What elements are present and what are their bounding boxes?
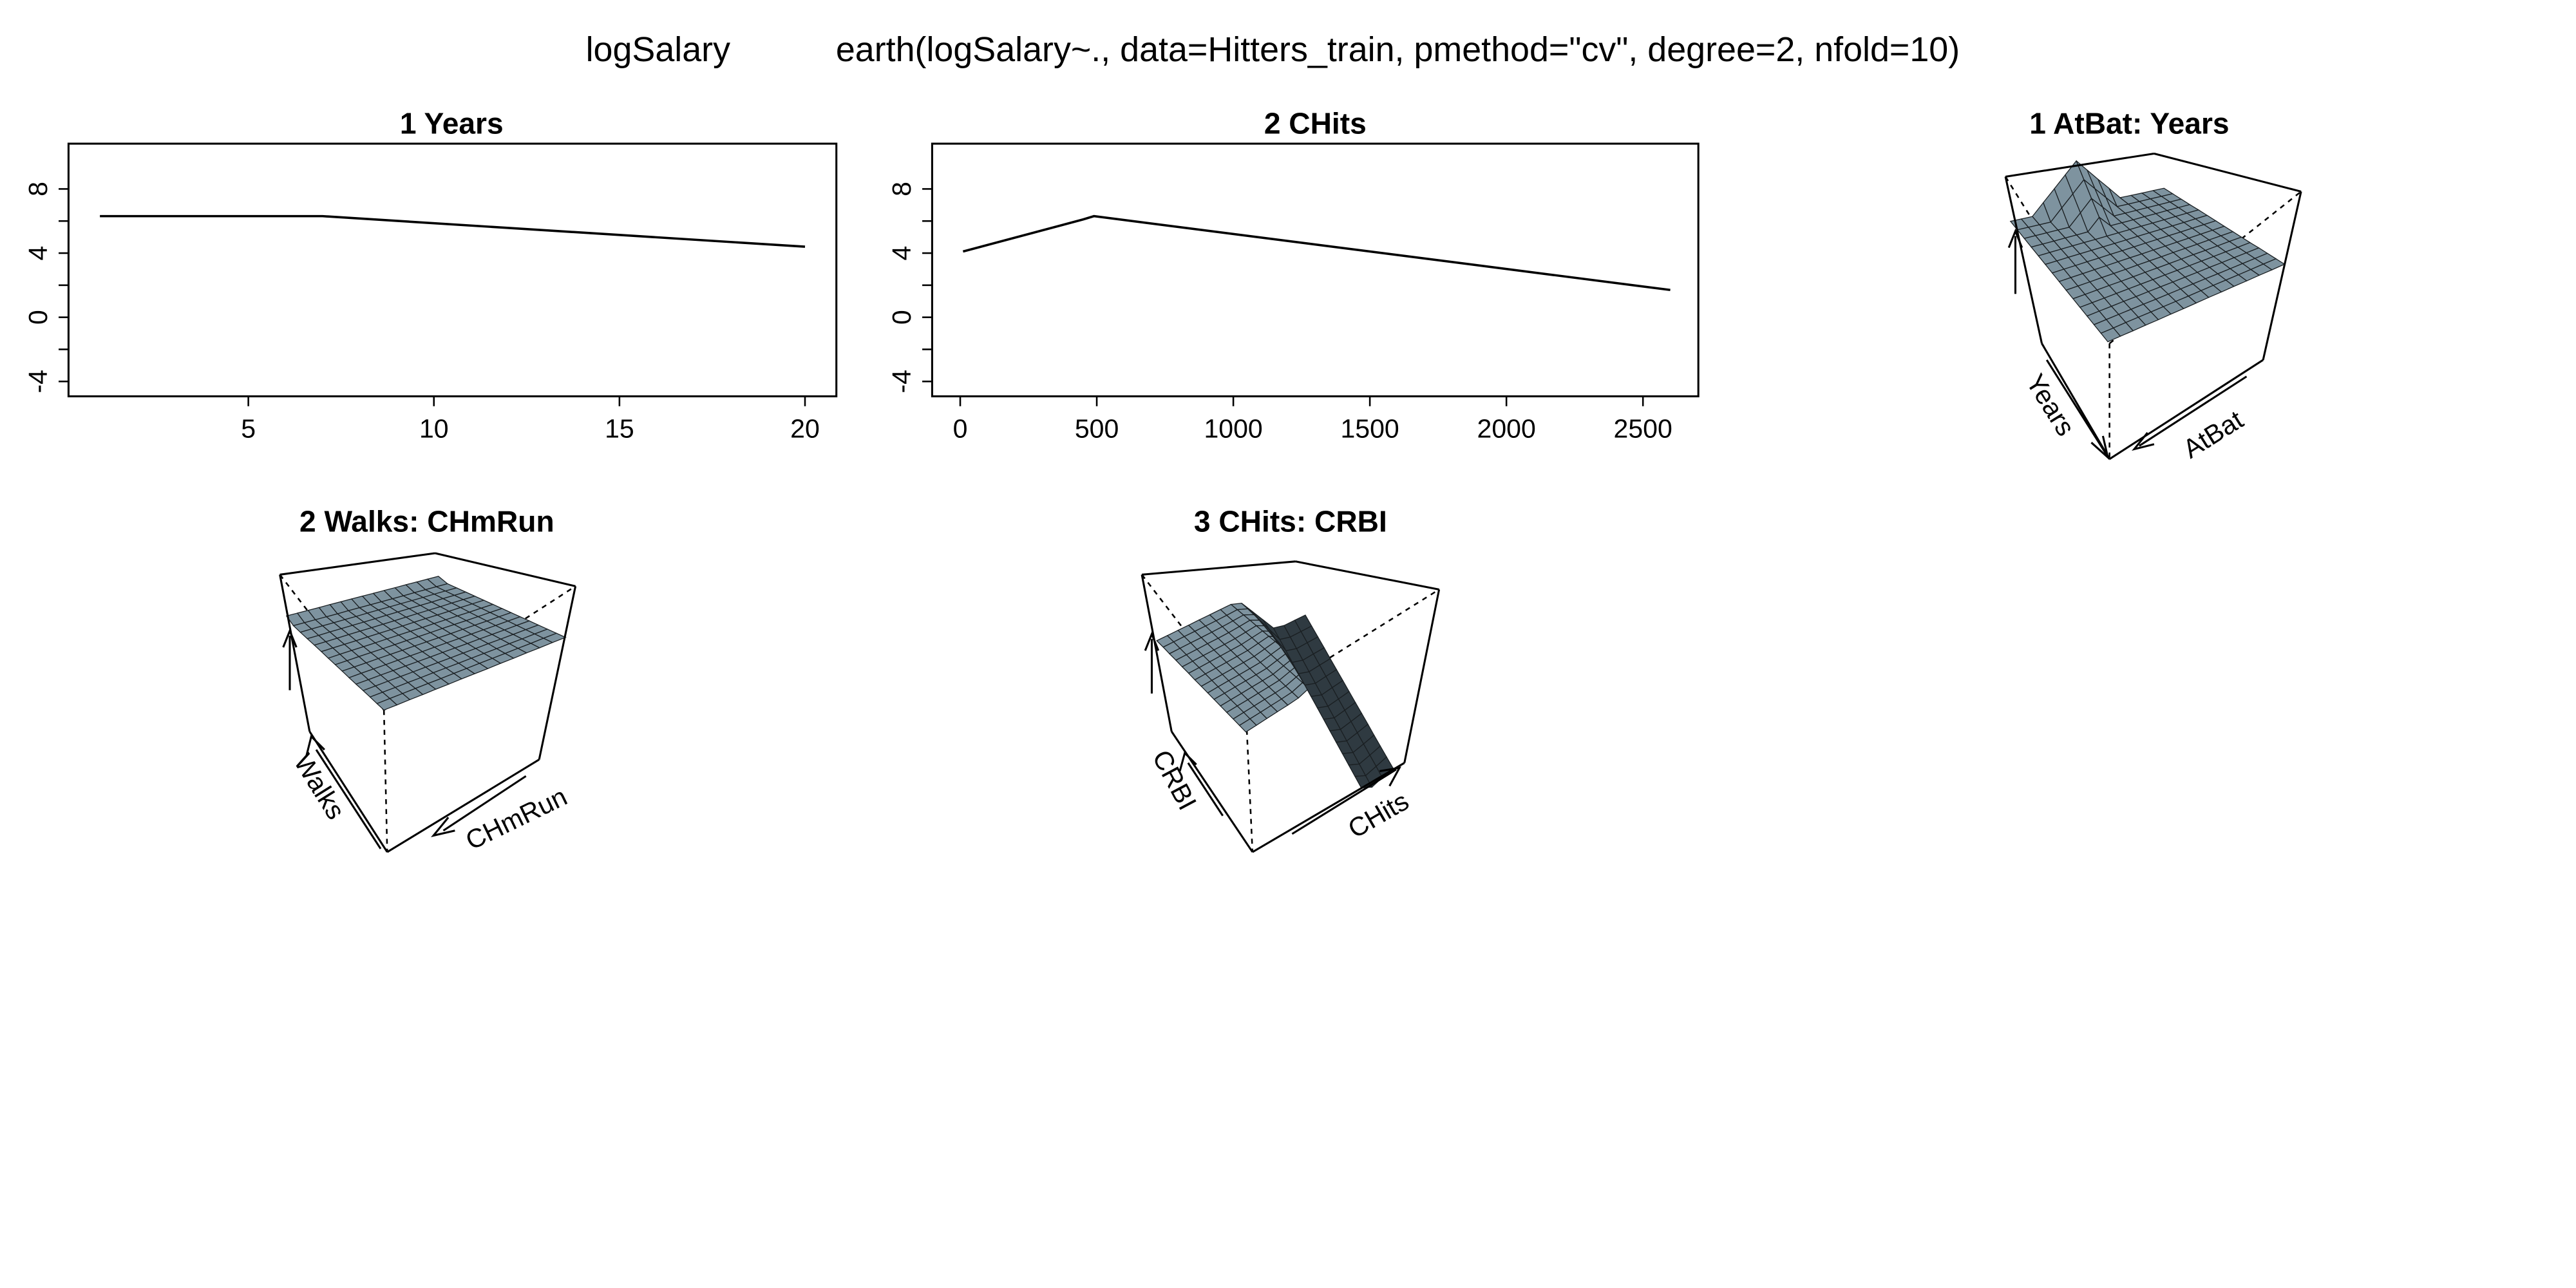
box-front-edges: [1141, 560, 1441, 853]
y-axis: -4 0 4 8: [23, 182, 69, 393]
series-line: [962, 214, 1671, 292]
panel-title: 2 Walks: CHmRun: [299, 505, 554, 538]
panel-title: 2 CHits: [1264, 107, 1367, 140]
axis-arrows: [1144, 631, 1401, 835]
axis-arrows: [2007, 228, 2248, 460]
x-tick-label: 2500: [1614, 413, 1672, 443]
surface-mesh: [2009, 160, 2286, 343]
surface-chits-crbi: 3 CHits: CRBI CRBI CHits: [1141, 505, 1441, 853]
axis-label-ylabel: CRBI: [1147, 745, 1203, 815]
x-tick-label: 5: [241, 413, 256, 443]
x-tick-label: 500: [1075, 413, 1119, 443]
y-tick-label: 0: [23, 310, 53, 325]
y-tick-label: 8: [23, 182, 53, 196]
axis-label-xlabel: CHits: [1343, 786, 1414, 844]
y-axis: -4 0 4 8: [887, 182, 933, 393]
model-call: earth(logSalary~., data=Hitters_train, p…: [836, 30, 1960, 69]
panel-title: 3 CHits: CRBI: [1194, 505, 1387, 538]
series-line: [100, 214, 806, 248]
panel-chits: 2 CHits -4 0 4 8 0 500 1000 1500 2000 2500: [887, 107, 1700, 443]
plot-frame: [67, 142, 838, 397]
y-tick-label: 8: [887, 182, 916, 196]
x-tick-label: 1000: [1204, 413, 1262, 443]
x-tick-label: 20: [790, 413, 820, 443]
y-tick-label: 0: [887, 310, 916, 325]
axis-label-xlabel: CHmRun: [461, 781, 572, 855]
y-tick-label: 4: [23, 246, 53, 261]
x-tick-label: 1500: [1340, 413, 1399, 443]
response-label: logSalary: [586, 30, 730, 69]
box-front-edges: [2004, 152, 2302, 460]
x-tick-label: 0: [953, 413, 968, 443]
axis-label-ylabel: Years: [2020, 369, 2081, 441]
x-tick-label: 10: [419, 413, 449, 443]
axis-label-ylabel: Walks: [288, 748, 350, 824]
surface-mesh: [285, 576, 567, 711]
panel-years: 1 Years -4 0 4 8 5 10 15 20: [23, 107, 838, 443]
surface-facet: [1376, 756, 1394, 779]
box-front-edges: [279, 552, 577, 853]
surface-mesh: [1156, 602, 1394, 788]
x-axis: 5 10 15 20: [241, 396, 820, 443]
y-tick-label: 4: [887, 246, 916, 261]
y-tick-label: -4: [887, 370, 916, 393]
axis-arrows: [282, 628, 527, 849]
x-tick-label: 2000: [1477, 413, 1536, 443]
x-axis: 0 500 1000 1500 2000 2500: [953, 396, 1672, 443]
x-tick-label: 15: [605, 413, 634, 443]
surface-atbat-years: 1 AtBat: Years Years AtBat: [2004, 107, 2302, 464]
surface-walks-chmrun: 2 Walks: CHmRun Walks CHmRun: [279, 505, 577, 856]
plot-frame: [931, 142, 1700, 397]
panel-title: 1 Years: [400, 107, 504, 140]
panel-title: 1 AtBat: Years: [2029, 107, 2229, 140]
y-tick-label: -4: [23, 370, 53, 393]
